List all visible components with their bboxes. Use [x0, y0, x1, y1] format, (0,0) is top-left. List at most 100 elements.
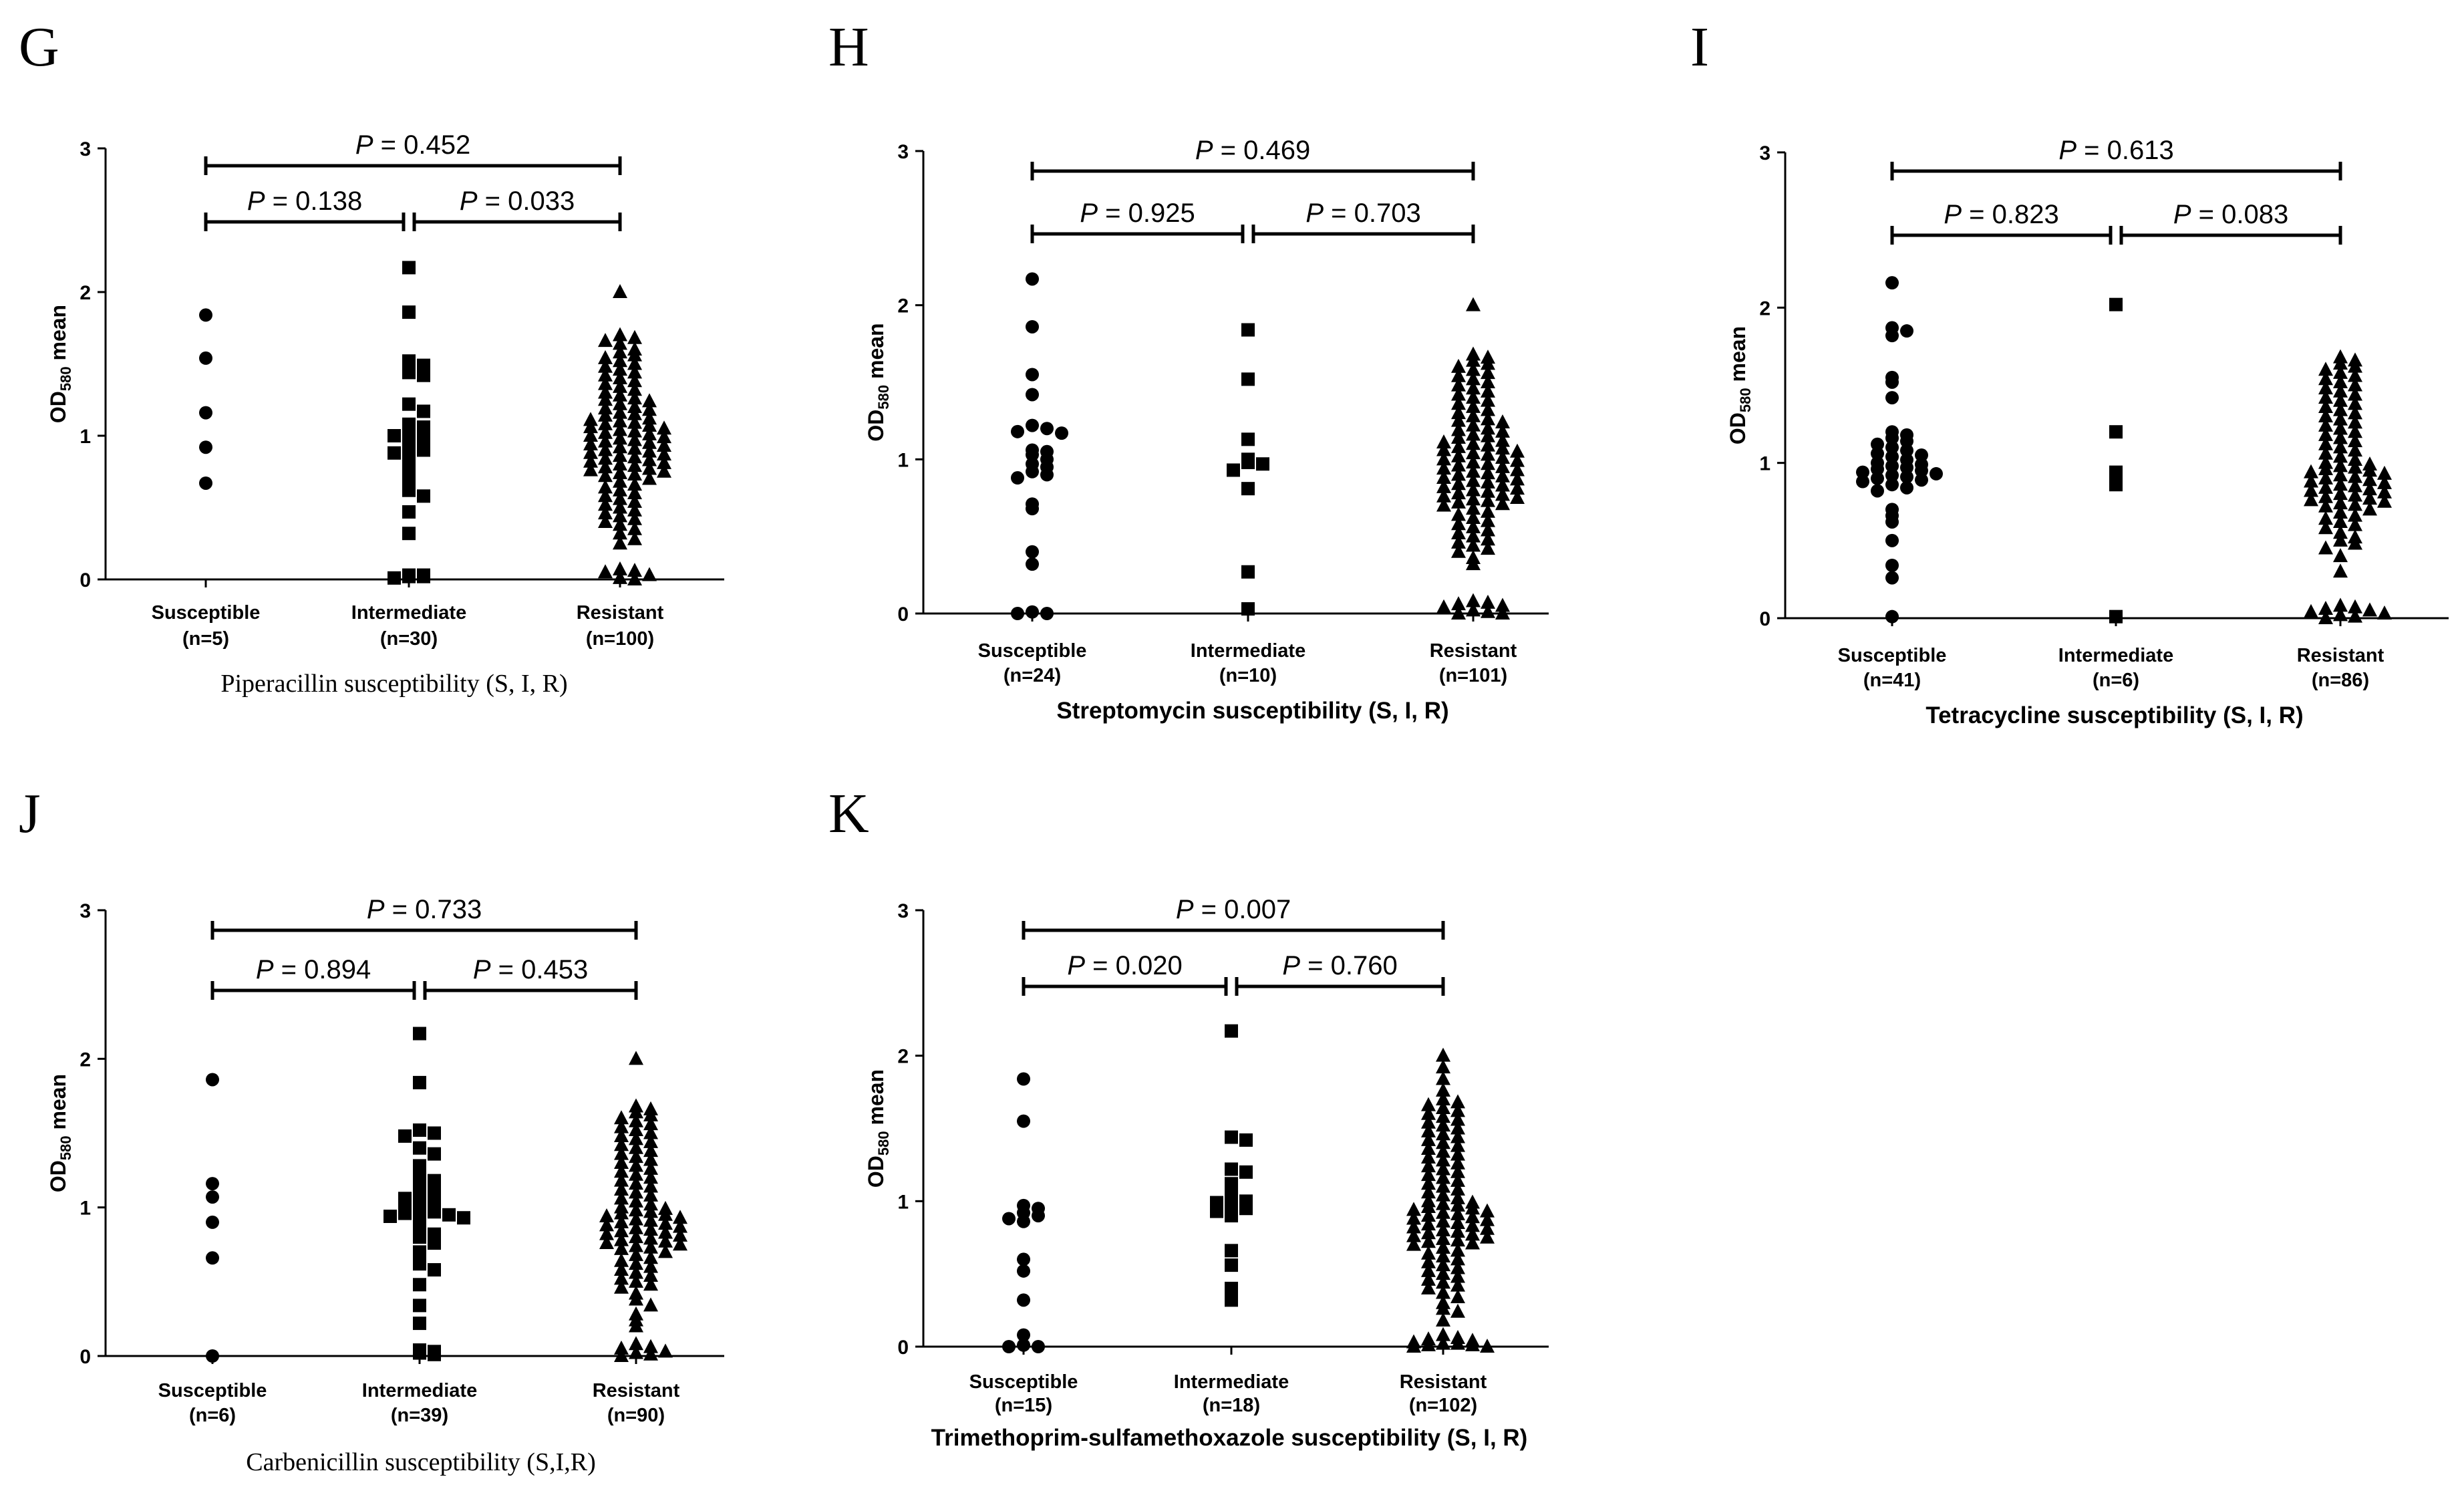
data-point [1436, 1126, 1450, 1141]
data-point [613, 344, 627, 359]
data-point [1885, 431, 1899, 445]
p-value-label: P = 0.007 [1176, 895, 1291, 924]
data-point [1495, 458, 1510, 473]
data-point [2348, 507, 2362, 522]
data-point [1421, 1176, 1436, 1190]
data-point [402, 505, 416, 519]
data-point [1510, 443, 1525, 458]
data-point [2318, 362, 2333, 376]
data-point [643, 1151, 658, 1166]
data-point [1465, 1218, 1480, 1232]
data-point [598, 407, 613, 422]
data-point [402, 440, 416, 454]
data-point [614, 1340, 629, 1355]
data-point [1915, 464, 1928, 478]
data-point [1450, 1190, 1465, 1204]
data-point [642, 402, 657, 416]
comparison-bracket: P = 0.894 [210, 955, 416, 1000]
data-point [2304, 492, 2318, 507]
data-point [629, 1193, 643, 1208]
data-point [1466, 436, 1481, 450]
data-point [657, 463, 671, 478]
panel-j: J 0 1 2 3 OD580 mean Susceptible (n=6) Intermedi… [19, 783, 724, 1476]
data-point [1450, 1137, 1465, 1152]
data-point [1026, 448, 1039, 462]
data-point [1017, 1264, 1030, 1278]
data-point [1436, 1230, 1450, 1245]
data-point [1241, 602, 1255, 616]
comparison-bracket: P = 0.452 [204, 130, 622, 175]
data-point [1406, 1219, 1421, 1234]
data-point [1256, 457, 1269, 471]
data-point [1480, 1220, 1495, 1235]
data-point [2318, 489, 2333, 503]
data-point [1466, 454, 1481, 468]
category-n-label: (n=100) [586, 628, 654, 650]
comparison-bracket: P = 0.469 [1030, 136, 1475, 180]
data-point [1026, 605, 1039, 619]
data-point [1436, 1170, 1450, 1184]
data-point [402, 261, 416, 275]
data-point [2348, 405, 2362, 420]
data-point [1436, 599, 1451, 614]
data-point [614, 1127, 629, 1142]
category-label: Resistant [577, 602, 664, 624]
data-point [413, 1230, 426, 1244]
data-point [2333, 448, 2348, 463]
data-point [413, 1075, 426, 1089]
data-point [598, 350, 613, 364]
data-point [1436, 1213, 1450, 1228]
data-point [413, 1245, 426, 1259]
data-point [1481, 513, 1495, 527]
data-point [413, 1123, 426, 1137]
data-point [2333, 607, 2348, 622]
data-point [1480, 1229, 1495, 1244]
data-point [1495, 432, 1510, 447]
data-point [627, 477, 642, 491]
data-point [1421, 1280, 1436, 1295]
data-point [1451, 525, 1466, 540]
data-point [643, 1178, 658, 1193]
data-point [657, 420, 671, 435]
data-point [2318, 436, 2333, 450]
data-point [642, 417, 657, 432]
data-point [673, 1218, 687, 1233]
data-point [1915, 473, 1928, 487]
data-point [1436, 1071, 1450, 1085]
comparison-bracket: P = 0.760 [1235, 951, 1445, 996]
data-point [627, 502, 642, 517]
data-point [643, 1258, 658, 1273]
panel-i: I 0 1 2 3 OD580 mean Susceptible (n=41) Intermed… [1690, 16, 2449, 728]
data-point [627, 493, 642, 508]
comparison-bracket: P = 0.007 [1022, 895, 1445, 940]
data-point [206, 1073, 219, 1087]
data-point [2318, 540, 2333, 555]
data-point [1450, 1111, 1465, 1126]
p-value-label: P = 0.823 [1944, 200, 2058, 229]
data-point [1436, 1047, 1450, 1062]
data-point [629, 1202, 643, 1217]
data-point [642, 567, 657, 581]
data-point [2318, 371, 2333, 386]
data-point [417, 443, 430, 457]
data-point [1436, 1266, 1450, 1280]
data-point [2377, 474, 2392, 489]
data-point [2333, 597, 2348, 612]
x-axis-title: Streptomycin susceptibility (S, I, R) [1056, 698, 1448, 724]
data-point [1451, 396, 1466, 410]
data-point [2304, 603, 2318, 618]
data-point [629, 1238, 643, 1252]
data-point [1510, 452, 1525, 467]
data-point [1421, 1114, 1436, 1129]
data-point [1885, 478, 1899, 492]
data-point [2109, 297, 2123, 311]
data-point [413, 1027, 426, 1041]
data-point [1451, 405, 1466, 420]
data-point [1450, 1277, 1465, 1292]
data-point [629, 1166, 643, 1181]
data-point [417, 569, 430, 583]
data-point [1450, 1164, 1465, 1178]
data-point [2348, 608, 2362, 623]
data-point [613, 535, 627, 550]
data-point [1436, 1091, 1450, 1105]
